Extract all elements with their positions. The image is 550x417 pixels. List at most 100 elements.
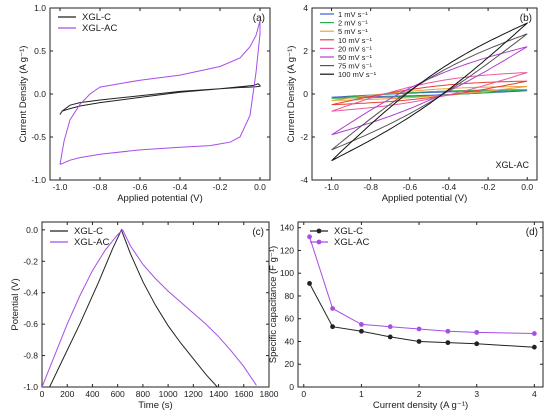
data-point [474,329,480,335]
x-tick-label: -0.2 [481,182,496,192]
chart-panel-0: -1.0 -0.8 -0.6 -0.4 -0.2 0.0 -1.0 -0.5 0.0 0.5 1.0… [18,3,271,204]
panel-tag: (b) [520,13,532,24]
legend-item: 20 mV s⁻¹ [320,44,372,53]
plot-area [42,228,257,387]
y-tick-label: 1.0 [34,3,46,13]
data-point [531,344,537,350]
x-tick-label: 1000 [159,389,178,399]
plot-area [307,234,537,350]
legend-item: XGL-AC [310,237,370,248]
data-point [474,341,480,347]
y-tick-label: -1.0 [23,382,38,392]
data-point [387,334,393,340]
legend-item: 5 mV s⁻¹ [320,27,368,36]
legend-label: 5 mV s⁻¹ [338,27,368,36]
data-point [387,324,393,330]
x-axis-label: Applied potential (V) [117,193,203,204]
plot-frame [297,221,544,388]
series-line-6 [331,33,528,151]
x-tick-label: 1600 [234,389,253,399]
x-tick-label: 200 [60,389,74,399]
series-line-7 [331,22,528,162]
legend: 1 mV s⁻¹2 mV s⁻¹5 mV s⁻¹10 mV s⁻¹20 mV s… [320,10,377,79]
series-line-5 [331,46,528,136]
x-tick-label: 400 [85,389,99,399]
y-tick-label: 40 [285,336,295,346]
y-tick-label: 60 [285,314,295,324]
legend-label: XGL-AC [334,237,370,248]
plot-area [331,22,528,162]
series-line-2 [331,86,528,101]
y-tick-label: -0.4 [23,288,38,298]
series-line-1 [42,229,257,387]
legend-item: XGL-AC [50,237,110,248]
x-tick-label: 0 [301,389,306,399]
y-tick-label: -0.8 [23,351,38,361]
legend-item: XGL-AC [58,23,118,34]
legend-label: XGL-C [82,12,111,23]
legend-label: 50 mV s⁻¹ [338,53,372,62]
x-tick-label: 1800 [260,389,279,399]
data-point [359,322,364,327]
data-point [330,324,335,330]
x-axis-label: Time (s) [138,400,172,411]
x-tick-label: 1 [359,389,364,399]
legend-label: XGL-AC [82,23,118,34]
legend-label: 100 mV s⁻¹ [338,70,377,79]
data-point [359,328,364,334]
y-tick-label: -0.6 [23,319,38,329]
data-point [416,339,422,344]
x-tick-label: -1.0 [324,182,339,192]
x-tick-label: 800 [136,389,150,399]
panel-tag: (d) [526,227,538,238]
x-tick-label: -0.8 [363,182,378,192]
legend-item: 75 mV s⁻¹ [320,62,372,71]
y-tick-label: -2 [300,132,308,142]
legend-marker [316,228,322,234]
x-tick-label: 1400 [209,389,228,399]
series-line-0 [309,283,535,348]
y-tick-label: 2 [303,46,308,56]
y-tick-label: -0.2 [23,256,38,266]
x-tick-label: -1.0 [53,182,68,192]
data-point [330,306,335,311]
y-tick-label: 0.0 [34,89,46,99]
sample-annotation: XGL-AC [495,160,529,170]
legend-item: 2 mV s⁻¹ [320,19,368,28]
data-point [531,331,537,336]
y-tick-label: 120 [280,245,294,255]
data-point [445,328,451,334]
x-tick-label: -0.4 [442,182,457,192]
y-tick-label: -0.5 [31,132,46,142]
y-tick-label: 140 [280,223,294,233]
legend-item: 100 mV s⁻¹ [320,70,377,79]
y-tick-label: -1.0 [31,175,46,185]
x-tick-label: -0.8 [93,182,108,192]
x-tick-label: 4 [532,389,537,399]
legend-label: XGL-C [74,226,103,237]
y-axis-label: Current Density (A g⁻¹) [18,46,29,143]
y-axis-label: Specific capacitance (F g⁻¹) [268,246,279,363]
plot-area [59,20,261,165]
legend-item: XGL-C [50,226,103,237]
legend-label: 2 mV s⁻¹ [338,19,368,28]
x-tick-label: 1200 [184,389,203,399]
series-line-4 [331,72,528,112]
y-tick-label: 0.5 [34,46,46,56]
panel-tag: (c) [252,227,264,238]
plot-frame [41,221,270,388]
legend-item: XGL-C [58,12,111,23]
legend-label: XGL-C [334,226,363,237]
legend-label: 10 mV s⁻¹ [338,36,372,45]
x-tick-label: -0.6 [133,182,148,192]
chart-panel-1: -1.0 -0.8 -0.6 -0.4 -0.2 0.0 -4 -2 0 2 4 Applied po… [286,3,538,204]
y-tick-label: 100 [280,268,294,278]
x-tick-label: -0.2 [213,182,228,192]
y-tick-label: 80 [285,291,295,301]
x-tick-label: -0.4 [173,182,188,192]
